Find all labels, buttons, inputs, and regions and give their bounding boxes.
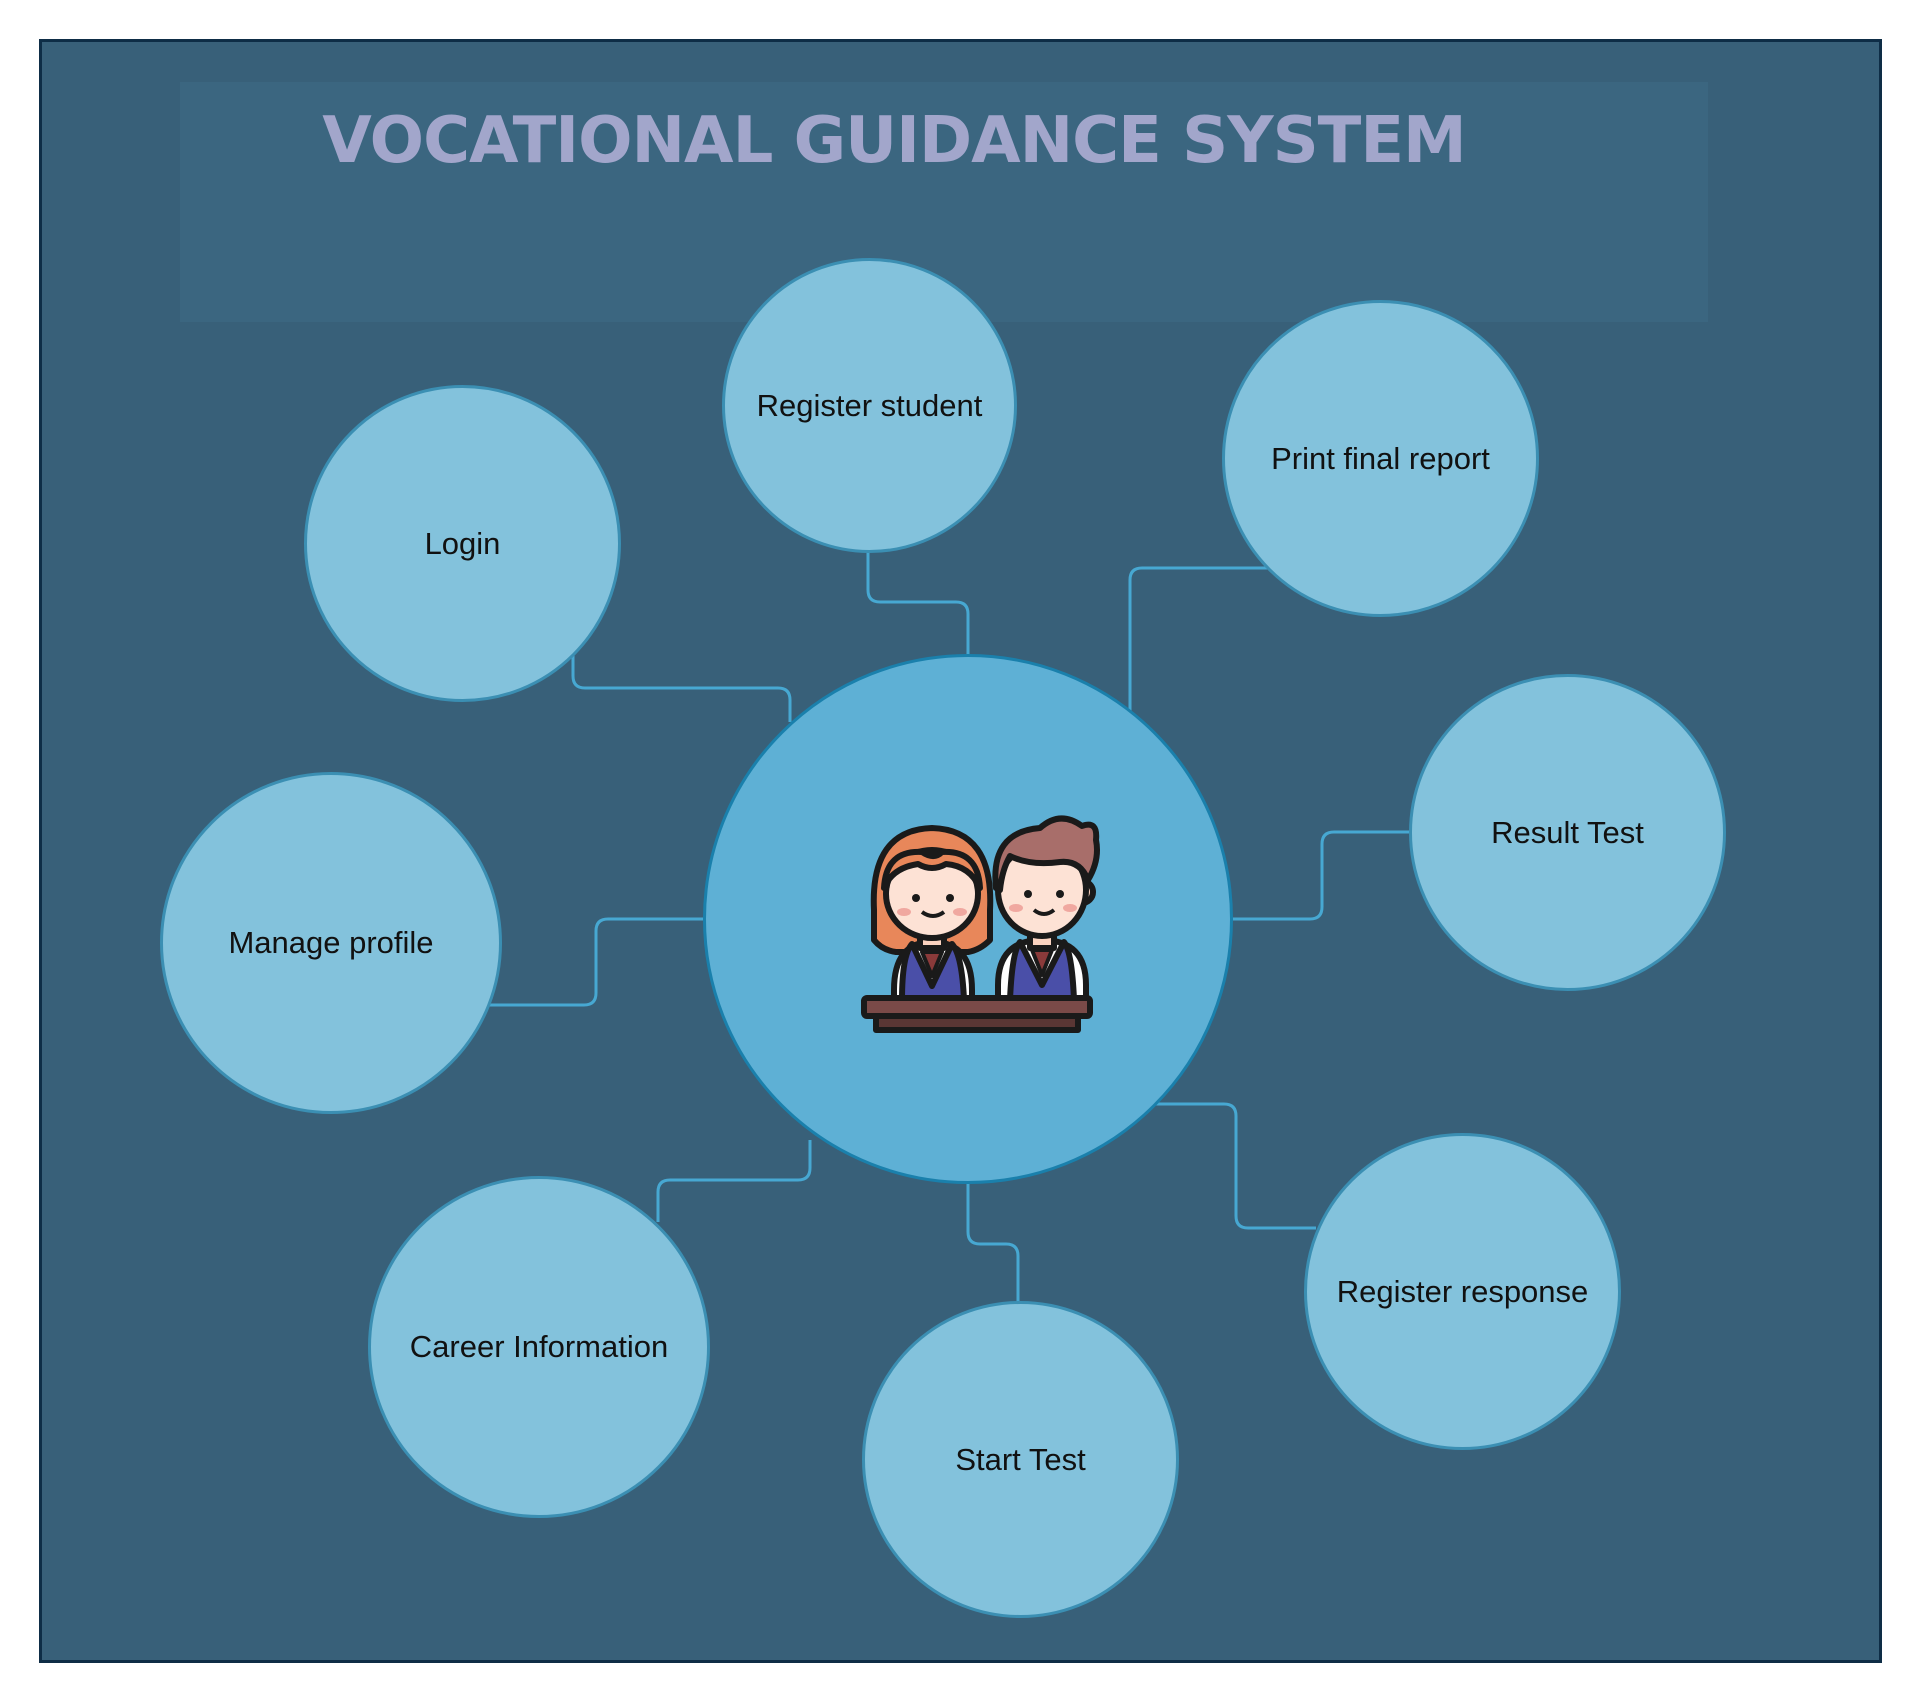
connector-manage-profile xyxy=(487,917,703,1007)
node-register-response-label: Register response xyxy=(1336,1273,1589,1309)
connector-print-final-report xyxy=(1128,566,1275,712)
node-result-test[interactable]: Result Test xyxy=(1409,674,1726,991)
node-login[interactable]: Login xyxy=(304,385,621,702)
desk xyxy=(861,995,1093,1033)
girl-figure xyxy=(870,825,994,1003)
connector-career-information xyxy=(656,1140,812,1222)
connector-register-response xyxy=(1155,1102,1316,1230)
node-start-test[interactable]: Start Test xyxy=(862,1301,1179,1618)
node-manage-profile[interactable]: Manage profile xyxy=(160,772,502,1114)
node-print-final-report[interactable]: Print final report xyxy=(1222,300,1539,617)
students-at-desk-icon xyxy=(861,815,1100,1033)
node-register-response[interactable]: Register response xyxy=(1304,1133,1621,1450)
node-result-test-label: Result Test xyxy=(1491,814,1644,850)
node-career-information-label: Career Information xyxy=(409,1329,669,1364)
connector-result-test xyxy=(1232,830,1412,921)
node-register-student[interactable]: Register student xyxy=(722,258,1017,553)
boy-figure xyxy=(992,815,1100,1003)
connector-login xyxy=(571,652,792,722)
page-title: VOCATIONAL GUIDANCE SYSTEM xyxy=(322,104,1466,178)
node-print-final-report-label: Print final report xyxy=(1271,440,1490,476)
connector-start-test xyxy=(966,1183,1020,1302)
node-register-student-label: Register student xyxy=(756,387,983,423)
node-login-label: Login xyxy=(424,525,501,561)
node-start-test-label: Start Test xyxy=(955,1441,1086,1477)
node-manage-profile-label: Manage profile xyxy=(228,925,434,960)
connector-register-student xyxy=(866,548,970,656)
node-career-information[interactable]: Career Information xyxy=(368,1176,710,1518)
